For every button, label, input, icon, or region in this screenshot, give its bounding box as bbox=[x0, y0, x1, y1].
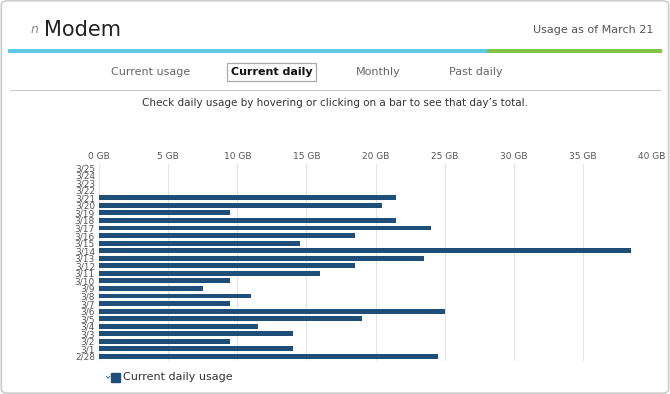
Bar bbox=[99, 218, 396, 223]
Bar bbox=[99, 233, 355, 238]
Bar bbox=[99, 210, 230, 216]
Bar bbox=[99, 279, 230, 283]
Bar bbox=[99, 309, 445, 314]
Bar bbox=[99, 263, 355, 268]
Bar bbox=[99, 331, 293, 336]
Text: Current daily usage: Current daily usage bbox=[123, 372, 232, 383]
Bar bbox=[99, 316, 362, 321]
Bar bbox=[99, 339, 230, 344]
Bar bbox=[99, 195, 396, 200]
Bar bbox=[99, 324, 258, 329]
Bar bbox=[99, 241, 299, 245]
Bar bbox=[99, 286, 203, 291]
Bar bbox=[99, 346, 293, 351]
Bar bbox=[99, 226, 431, 230]
Bar bbox=[99, 203, 383, 208]
Text: n: n bbox=[30, 23, 38, 36]
Text: Usage as of March 21: Usage as of March 21 bbox=[533, 24, 653, 35]
Bar bbox=[99, 301, 230, 306]
Text: Monthly: Monthly bbox=[356, 67, 401, 77]
Bar bbox=[99, 256, 424, 261]
Bar bbox=[99, 354, 438, 359]
Bar bbox=[99, 248, 631, 253]
Text: Check daily usage by hovering or clicking on a bar to see that day’s total.: Check daily usage by hovering or clickin… bbox=[142, 98, 528, 108]
Text: Current daily: Current daily bbox=[230, 67, 312, 77]
Text: Current usage: Current usage bbox=[111, 67, 190, 77]
Text: ›: › bbox=[101, 375, 111, 380]
Bar bbox=[99, 294, 251, 298]
Text: Modem: Modem bbox=[44, 20, 121, 39]
Text: Past daily: Past daily bbox=[449, 67, 502, 77]
Bar bbox=[99, 271, 320, 276]
